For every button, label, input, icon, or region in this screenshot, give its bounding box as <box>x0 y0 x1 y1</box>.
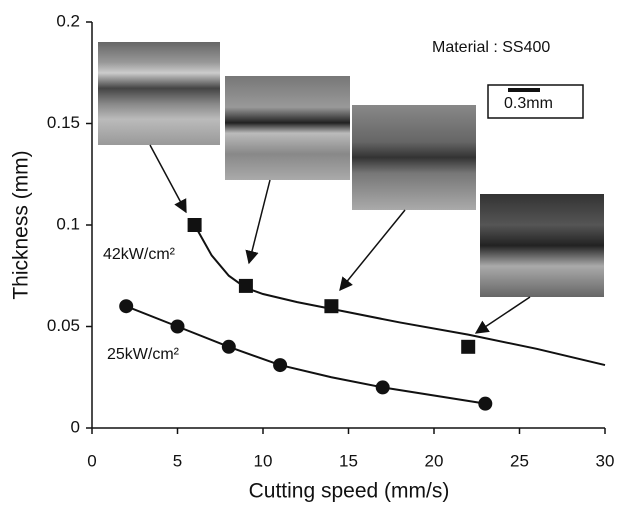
series-label: 25kW/cm² <box>107 346 180 363</box>
annotation: Material : SS400 <box>432 39 550 56</box>
arrow <box>245 179 271 265</box>
x-tick-label: 5 <box>173 451 182 470</box>
circle-marker <box>221 339 236 354</box>
square-marker <box>461 339 476 354</box>
y-tick-label: 0.15 <box>47 113 80 132</box>
square-marker <box>187 218 202 232</box>
y-tick-label: 0.1 <box>56 214 80 233</box>
arrow <box>149 144 187 214</box>
micrograph <box>225 76 350 180</box>
y-tick-label: 0 <box>71 417 80 436</box>
square-marker <box>238 278 253 293</box>
arrow <box>474 296 531 334</box>
x-axis-title: Cutting speed (mm/s) <box>249 480 450 503</box>
insets <box>98 42 604 334</box>
micrograph <box>352 105 476 210</box>
x-tick-label: 15 <box>339 451 358 470</box>
y-tick-label: 0.05 <box>47 316 80 335</box>
circle-marker <box>170 319 185 334</box>
y-tick-label: 0.2 <box>56 11 80 30</box>
scale-box <box>487 84 584 119</box>
square-marker <box>324 299 339 314</box>
fit-curve <box>193 224 606 367</box>
y-axis-title: Thickness (mm) <box>10 150 33 299</box>
micrograph <box>98 42 220 145</box>
series-label: 42kW/cm² <box>103 246 176 263</box>
x-tick-label: 25 <box>510 451 529 470</box>
x-tick-label: 10 <box>254 451 273 470</box>
circle-marker <box>375 380 390 395</box>
x-tick-label: 30 <box>596 451 615 470</box>
circle-marker <box>119 299 134 314</box>
annotation: 0.3mm <box>504 95 553 112</box>
x-tick-label: 0 <box>87 451 96 470</box>
x-tick-label: 20 <box>425 451 444 470</box>
circle-marker <box>273 358 288 373</box>
fit-curve <box>125 305 486 405</box>
circle-marker <box>478 396 493 411</box>
micrograph <box>480 194 604 297</box>
arrow <box>339 209 406 292</box>
